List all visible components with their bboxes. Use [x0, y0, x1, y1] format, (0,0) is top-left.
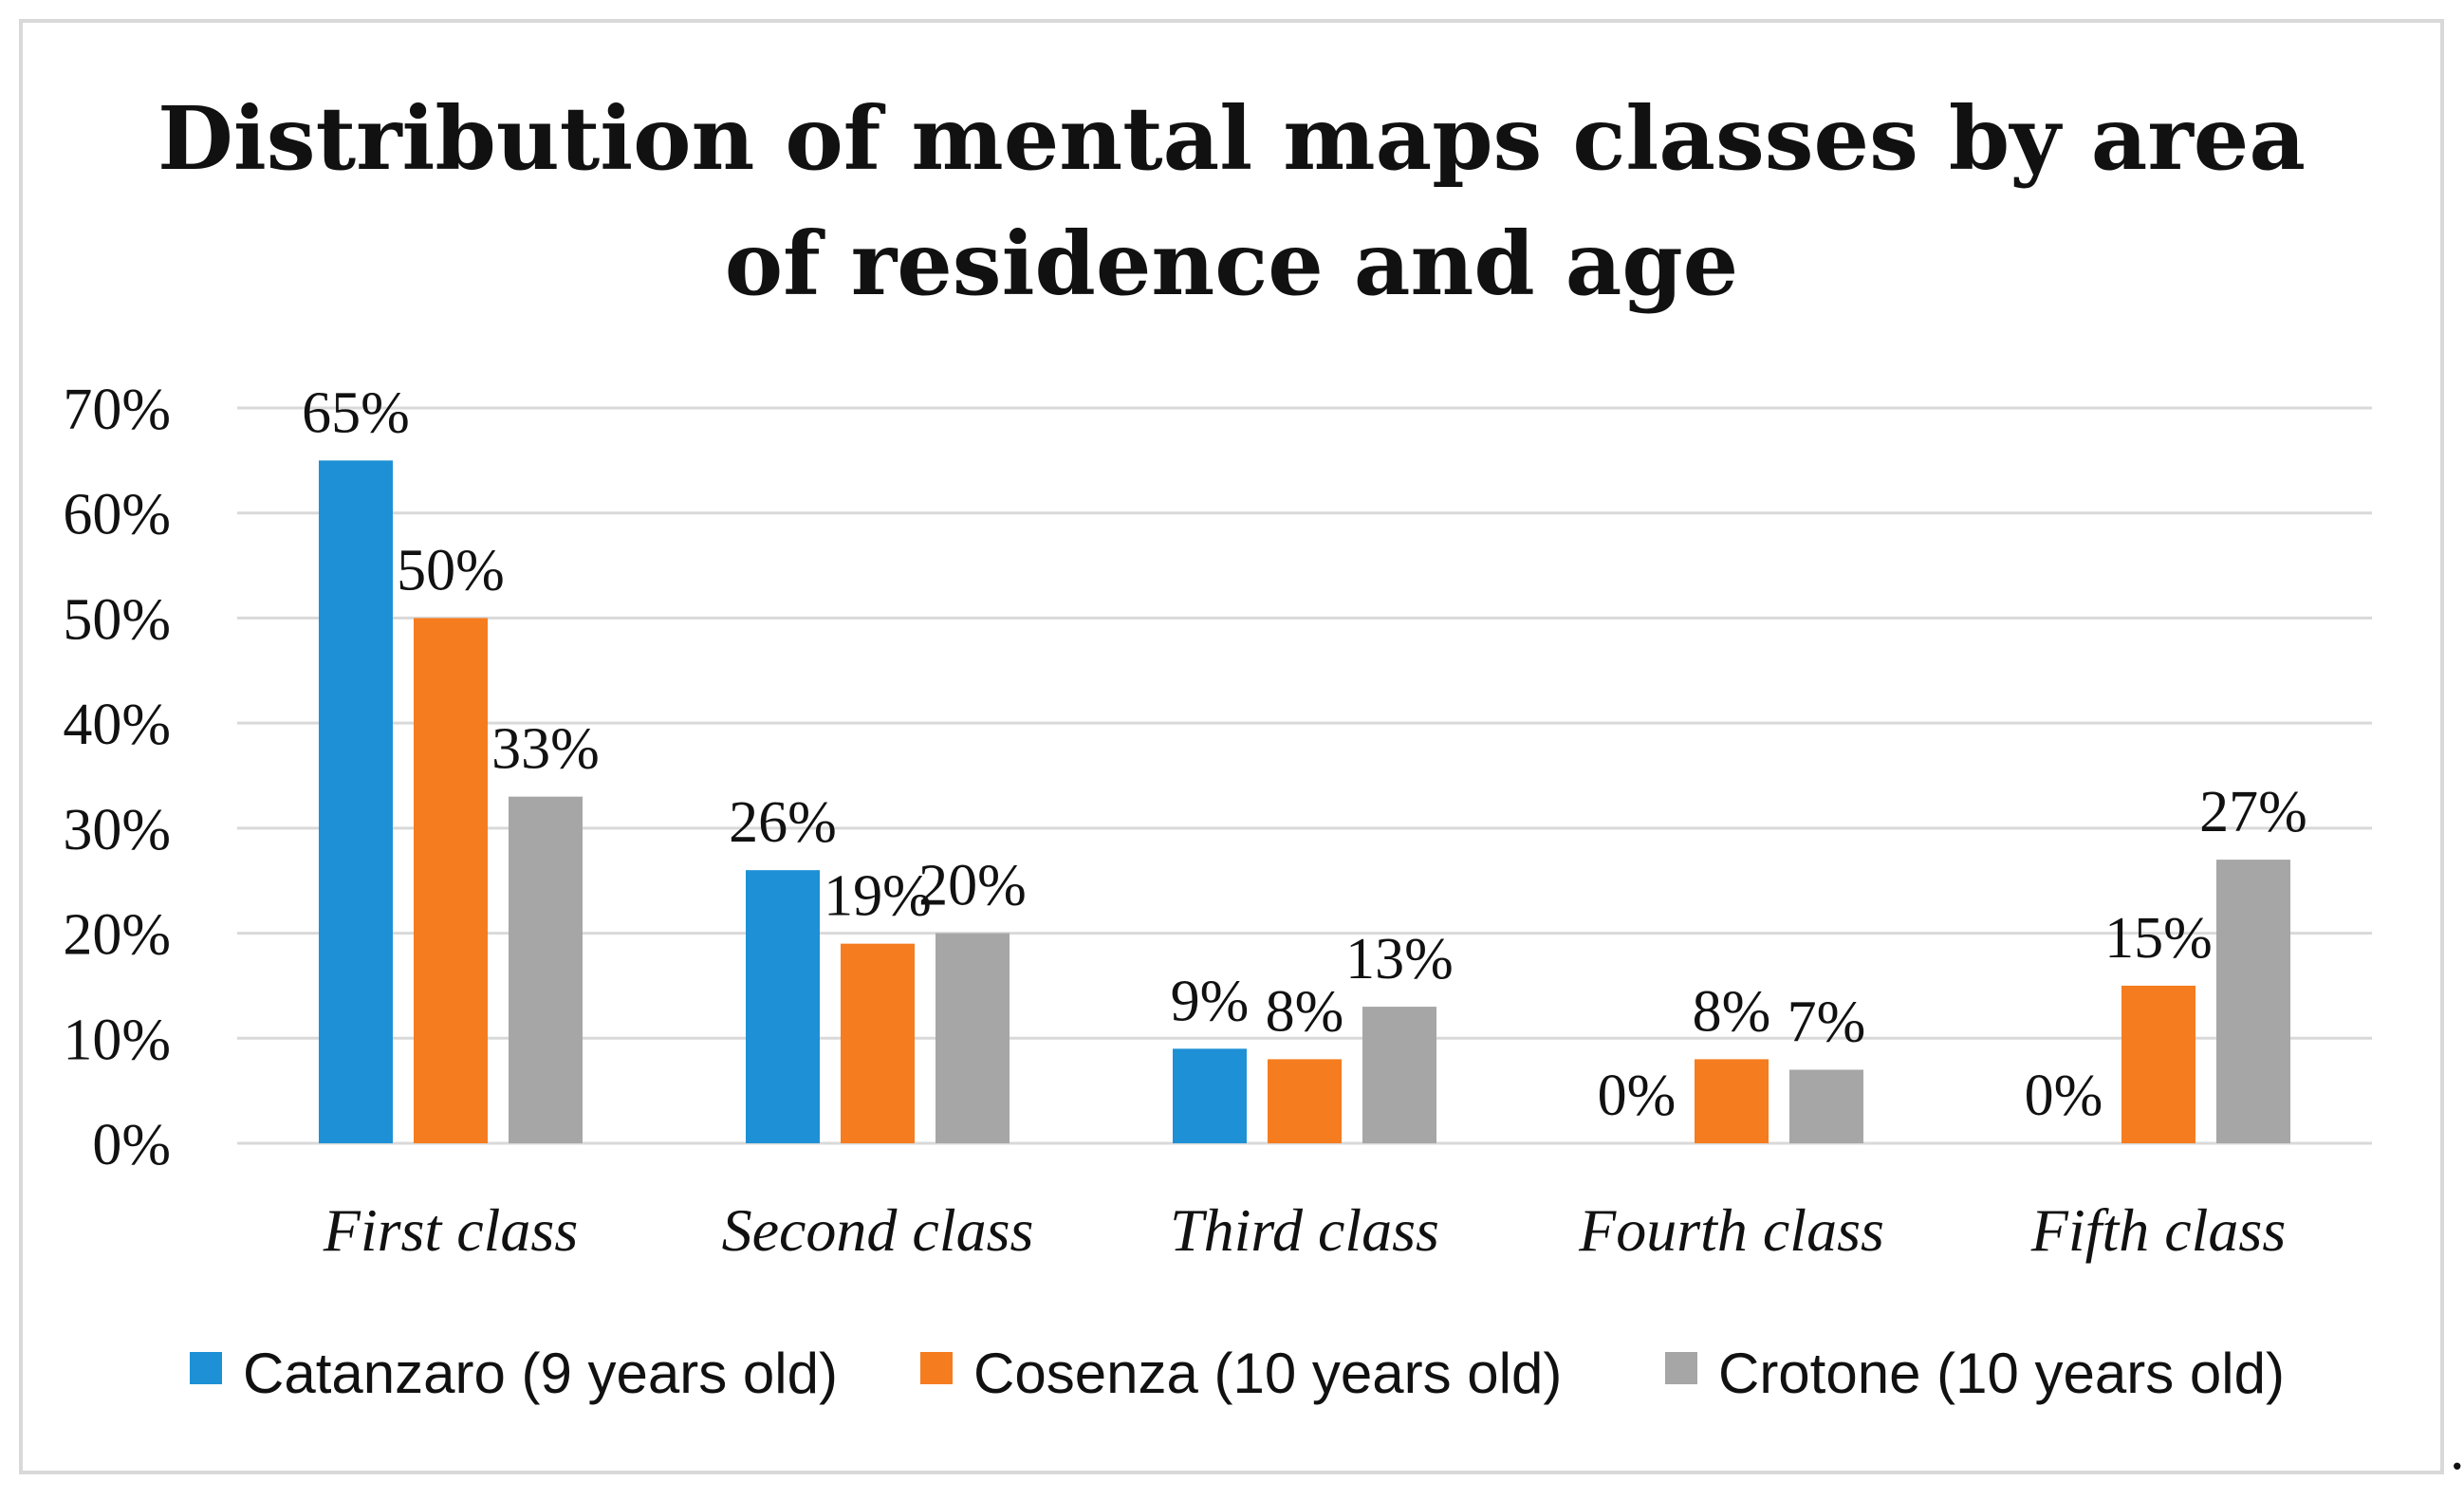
category-labels: First class Second class Third class Fourth…	[323, 1196, 2286, 1264]
data-label: 8%	[1693, 979, 1771, 1044]
trailing-period: .	[2450, 1417, 2464, 1482]
chart-title-line-2: of residence and age	[725, 213, 1738, 315]
data-label: 26%	[729, 790, 837, 855]
y-axis-ticks: 0% 10% 20% 30% 40% 50% 60% 70%	[63, 378, 171, 1177]
data-label: 9%	[1171, 969, 1250, 1033]
data-label: 33%	[491, 717, 600, 782]
legend-label: Catanzaro (9 years old)	[243, 1342, 838, 1405]
legend-label: Crotone (10 years old)	[1718, 1342, 2285, 1405]
y-tick-label: 40%	[63, 693, 171, 757]
bar	[1789, 1069, 1863, 1143]
legend-swatch	[1665, 1352, 1697, 1384]
y-tick-label: 0%	[92, 1113, 171, 1177]
bar	[1268, 1059, 1342, 1143]
data-label: 0%	[2025, 1064, 2103, 1128]
data-label: 15%	[2104, 906, 2213, 971]
y-tick-label: 70%	[63, 378, 171, 442]
category-label: Fifth class	[2030, 1196, 2286, 1264]
chart-title-line-1: Distribution of mental maps classes by a…	[157, 87, 2306, 190]
legend-swatch	[920, 1352, 953, 1384]
bar	[2216, 860, 2290, 1143]
bar	[746, 870, 820, 1143]
y-tick-label: 30%	[63, 798, 171, 862]
data-label: 50%	[397, 538, 505, 602]
y-tick-label: 50%	[63, 587, 171, 652]
category-label: Third class	[1170, 1196, 1439, 1264]
data-label: 13%	[1345, 927, 1454, 991]
data-label: 20%	[918, 854, 1027, 918]
bar	[936, 933, 1010, 1143]
y-tick-label: 10%	[63, 1008, 171, 1072]
y-tick-label: 60%	[63, 483, 171, 547]
data-label: 7%	[1788, 991, 1866, 1055]
category-label: First class	[323, 1196, 578, 1264]
bar	[1362, 1007, 1436, 1143]
data-label: 27%	[2199, 780, 2307, 844]
gridlines	[237, 406, 2372, 1145]
data-label: 65%	[302, 380, 410, 445]
bar	[841, 943, 915, 1143]
bar	[1695, 1059, 1769, 1143]
bar	[2121, 985, 2195, 1143]
data-labels: 65%50%33%26%19%20%9% 8%13%0%8% 7%0%15%27%	[302, 380, 2307, 1128]
category-label: Second class	[722, 1196, 1034, 1264]
data-label: 8%	[1266, 979, 1344, 1044]
data-label: 0%	[1598, 1064, 1677, 1128]
legend-swatch	[190, 1352, 222, 1384]
bar	[319, 460, 393, 1143]
legend-label: Cosenza (10 years old)	[973, 1342, 1562, 1405]
bar	[414, 618, 488, 1143]
category-label: Fourth class	[1578, 1196, 1884, 1264]
data-label: 19%	[824, 864, 932, 929]
bars	[319, 460, 2290, 1143]
bar	[1173, 1048, 1247, 1143]
legend: Catanzaro (9 years old) Cosenza (10 years…	[190, 1342, 2285, 1405]
y-tick-label: 20%	[63, 903, 171, 968]
bar	[509, 796, 583, 1143]
